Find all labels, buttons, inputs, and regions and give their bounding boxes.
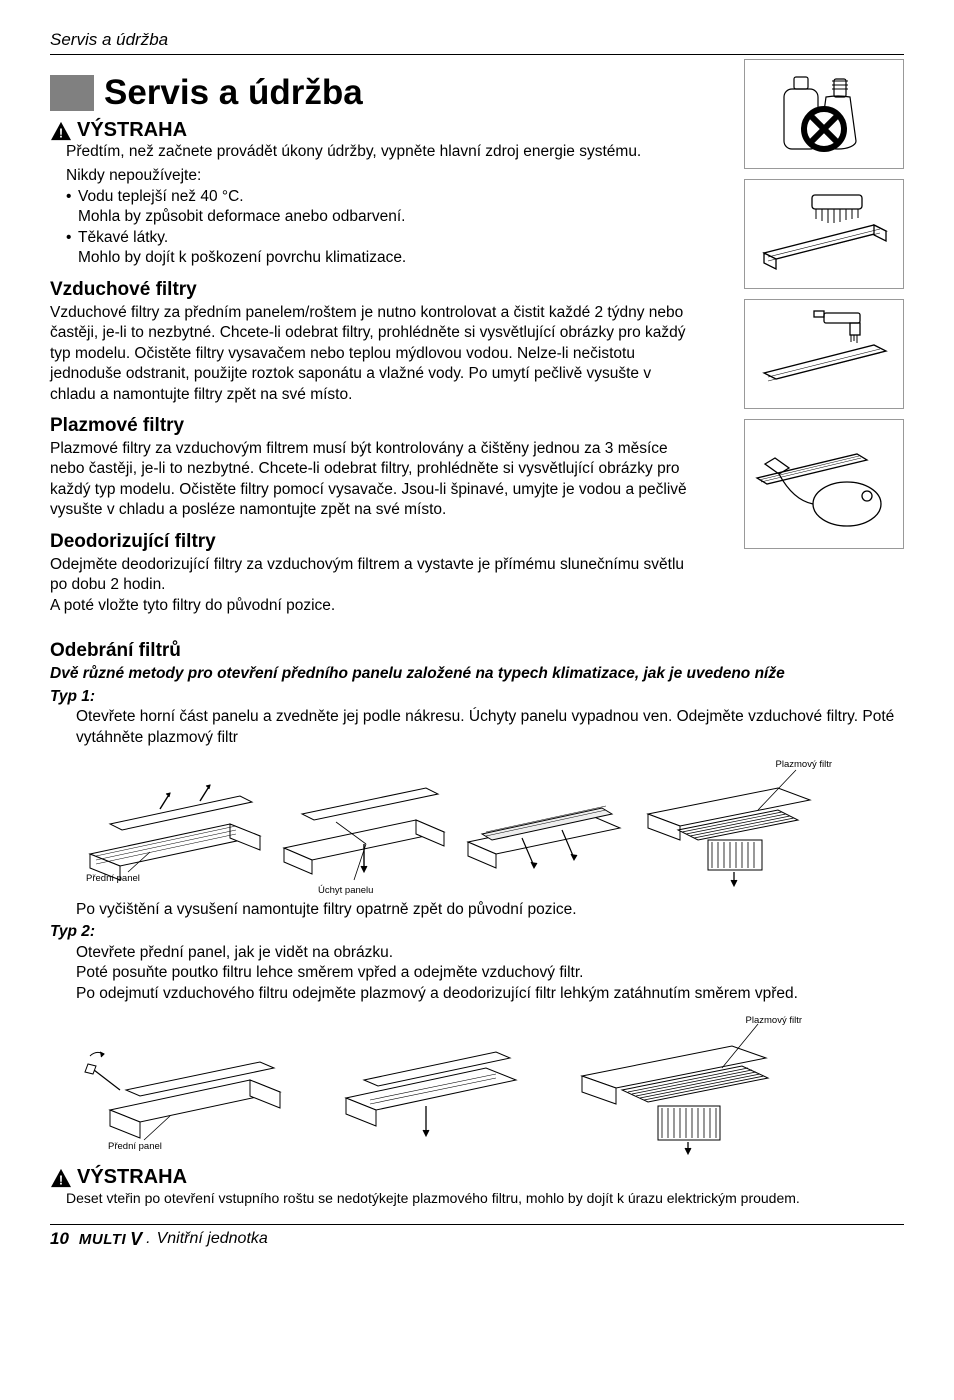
page-number: 10	[50, 1229, 69, 1249]
side-figure-column	[744, 59, 914, 549]
type1-fig-3	[462, 774, 632, 894]
content-area: ! VÝSTRAHA Předtím, než začnete provádět…	[50, 119, 904, 1208]
bullet-icon: •	[66, 187, 78, 207]
left-text-column: ! VÝSTRAHA Předtím, než začnete provádět…	[50, 119, 690, 616]
type2-p2: Poté posuňte poutko filtru lehce směrem …	[50, 963, 904, 983]
section-deodor-h: Deodorizující filtry	[50, 531, 690, 553]
label-front-panel-1: Přední panel	[86, 873, 140, 884]
section-air-filters-p: Vzduchové filtry za předním panelem/rošt…	[50, 303, 690, 405]
section-remove-lead: Dvě různé metody pro otevření předního p…	[50, 664, 904, 684]
type2-label: Typ 2:	[50, 922, 904, 942]
figure-tap	[744, 299, 904, 409]
label-front-panel-2: Přední panel	[108, 1141, 162, 1152]
figure-brush	[744, 179, 904, 289]
footer-dot: .	[146, 1230, 150, 1248]
type1-p: Otevřete horní část panelu a zvedněte je…	[50, 707, 904, 748]
label-tab: Úchyt panelu	[318, 885, 373, 896]
warning2-heading: ! VÝSTRAHA	[50, 1166, 904, 1189]
type2-fig-3: Plazmový filtr	[572, 1010, 802, 1160]
bullet-1-text: Vodu teplejší než 40 °C.	[78, 187, 244, 207]
warning2-label: VÝSTRAHA	[77, 1166, 187, 1189]
bullet-1-sub: Mohla by způsobit deformace anebo odbarv…	[50, 207, 690, 227]
type2-p1: Otevřete přední panel, jak je vidět na o…	[50, 943, 904, 963]
title-accent-block	[50, 75, 94, 111]
type1-label: Typ 1:	[50, 687, 904, 707]
figure-solvents	[744, 59, 904, 169]
warning-never: Nikdy nepoužívejte:	[50, 166, 690, 186]
warning-label: VÝSTRAHA	[77, 119, 187, 142]
warning-bullet-2: • Těkavé látky.	[50, 228, 690, 248]
type2-fig-2	[336, 1020, 536, 1160]
warning-bullet-1: • Vodu teplejší než 40 °C.	[50, 187, 690, 207]
footer-brand: MULTI	[79, 1231, 126, 1248]
warning-intro: Předtím, než začnete provádět úkony údrž…	[50, 142, 690, 162]
type1-fig-1: Přední panel	[80, 774, 270, 894]
type2-p3: Po odejmutí vzduchového filtru odejměte …	[50, 984, 904, 1004]
bullet-2-text: Těkavé látky.	[78, 228, 168, 248]
type1-fig-4: Plazmový filtr	[638, 754, 828, 894]
svg-text:!: !	[59, 125, 63, 140]
type1-after: Po vyčištění a vysušení namontujte filtr…	[50, 900, 904, 920]
section-remove-h: Odebrání filtrů	[50, 640, 904, 662]
label-plasma-2: Plazmový filtr	[746, 1015, 802, 1026]
running-title: Servis a údržba	[50, 30, 168, 49]
section-plasma-p: Plazmové filtry za vzduchovým filtrem mu…	[50, 439, 690, 521]
bullet-2-sub: Mohlo by dojít k poškození povrchu klima…	[50, 248, 690, 268]
section-plasma-h: Plazmové filtry	[50, 415, 690, 437]
type2-figure-row: Přední panel	[80, 1010, 904, 1160]
section-deodor-p1: Odejměte deodorizující filtry za vzducho…	[50, 555, 690, 596]
warning-triangle-icon: !	[50, 1168, 72, 1188]
section-air-filters-h: Vzduchové filtry	[50, 279, 690, 301]
running-header: Servis a údržba	[50, 30, 904, 55]
label-plasma-1: Plazmový filtr	[776, 759, 832, 770]
type1-fig-2: Úchyt panelu	[276, 774, 456, 894]
svg-text:!: !	[59, 1172, 63, 1187]
bullet-icon: •	[66, 228, 78, 248]
footer-unit: Vnitřní jednotka	[157, 1230, 268, 1248]
footer-v: V	[130, 1229, 142, 1250]
warning2-p: Deset vteřin po otevření vstupního roštu…	[50, 1189, 904, 1207]
section-deodor-p2: A poté vložte tyto filtry do původní poz…	[50, 596, 690, 616]
type2-fig-1: Přední panel	[80, 1020, 300, 1160]
page-title: Servis a údržba	[104, 73, 363, 113]
figure-vacuum	[744, 419, 904, 549]
warning-heading: ! VÝSTRAHA	[50, 119, 690, 142]
type1-figure-row: Přední panel Úchyt panelu	[80, 754, 904, 894]
page-footer: 10 MULTIV. Vnitřní jednotka	[50, 1224, 904, 1250]
warning-triangle-icon: !	[50, 121, 72, 141]
